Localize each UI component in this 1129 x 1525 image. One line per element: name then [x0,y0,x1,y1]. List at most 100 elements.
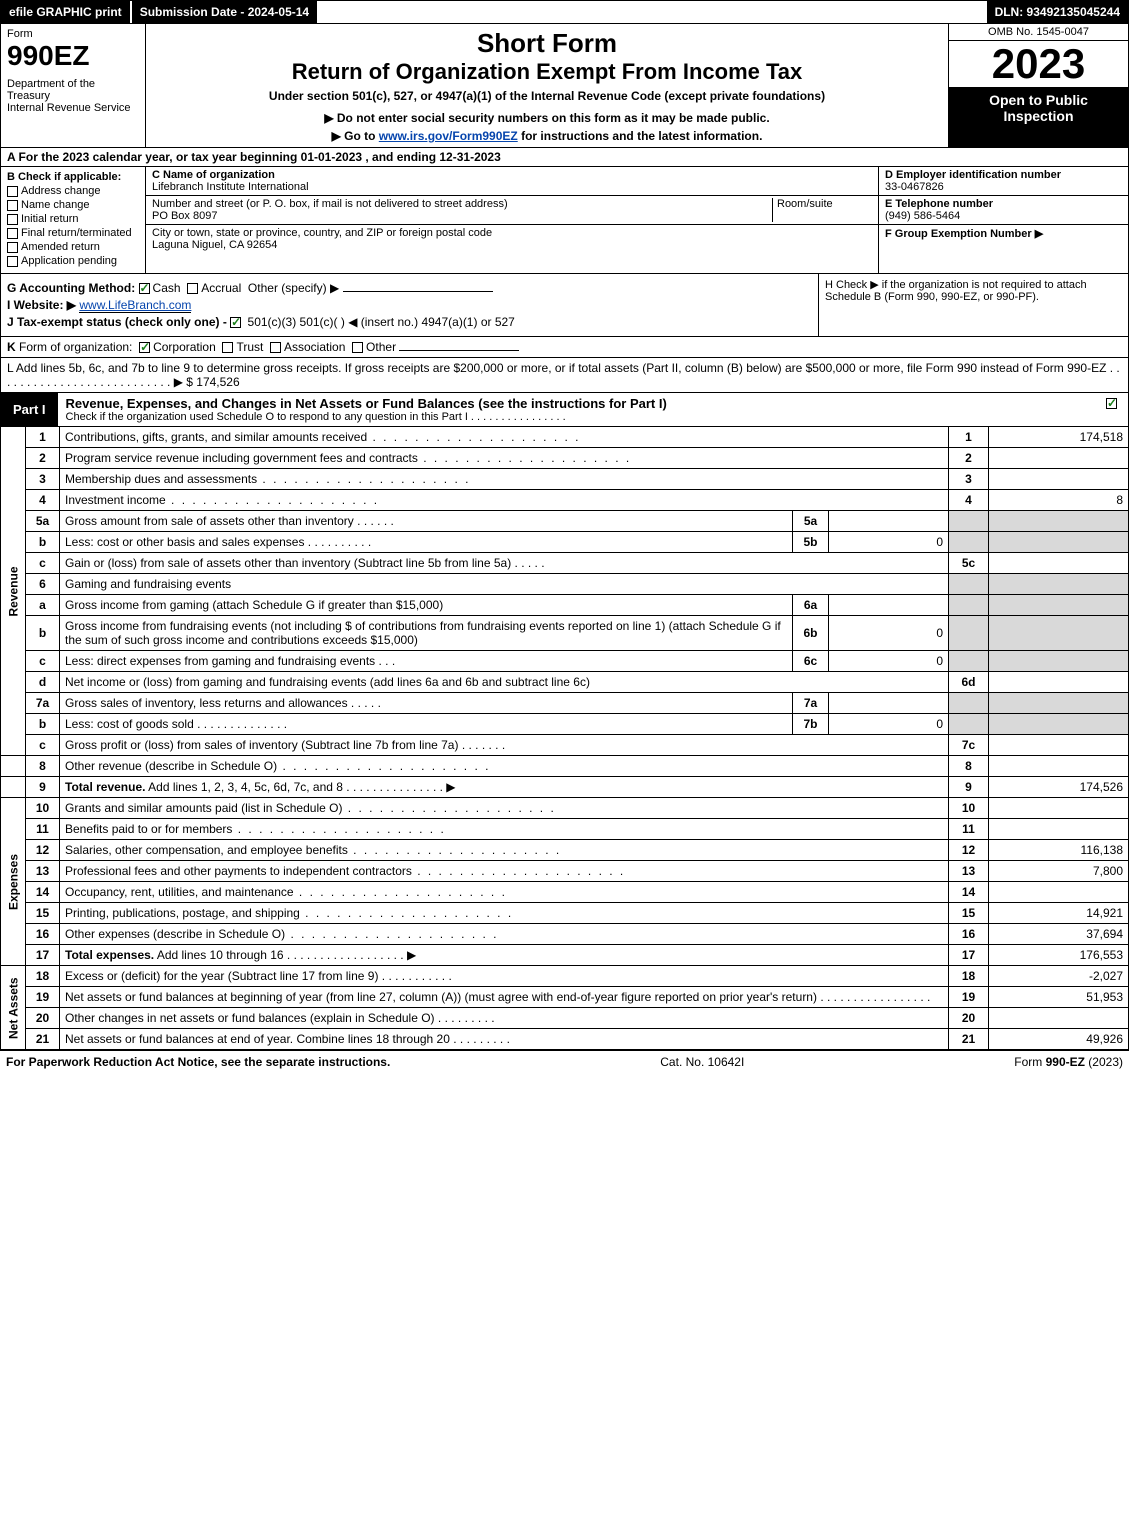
line-desc: Other revenue (describe in Schedule O) [65,759,277,773]
line-amount: 174,526 [989,777,1129,798]
line-desc: Gross amount from sale of assets other t… [65,514,354,528]
section-b: B Check if applicable: Address change Na… [1,167,146,273]
line-num: b [26,532,60,553]
ein-row: D Employer identification number 33-0467… [879,167,1128,196]
part-i-title-text: Revenue, Expenses, and Changes in Net As… [66,396,667,411]
chk-accrual[interactable] [187,283,198,294]
mini-ref: 7a [793,693,829,714]
irs-link[interactable]: www.irs.gov/Form990EZ [379,129,518,143]
h-text: H Check ▶ if the organization is not req… [825,279,1087,303]
title-cell: Short Form Return of Organization Exempt… [146,24,948,147]
line-num: 10 [26,798,60,819]
line-ref: 18 [949,966,989,987]
chk-address-change[interactable]: Address change [7,185,139,197]
i-label: I Website: ▶ [7,298,76,312]
chk-501c3[interactable] [230,317,241,328]
other-specify-input[interactable] [343,291,493,292]
line-num: c [26,553,60,574]
line-ref: 1 [949,427,989,448]
line-amount [989,756,1129,777]
line-amount [989,735,1129,756]
line-ref: 6d [949,672,989,693]
chk-name-change[interactable]: Name change [7,199,139,211]
chk-corporation[interactable] [139,342,150,353]
mini-ref: 6b [793,616,829,651]
website-link[interactable]: www.LifeBranch.com [79,298,191,313]
line-num: 14 [26,882,60,903]
line-desc: Printing, publications, postage, and shi… [65,906,300,920]
line-ref: 12 [949,840,989,861]
line-desc: Less: cost or other basis and sales expe… [65,535,304,549]
line-ref: 17 [949,945,989,966]
chk-cash[interactable] [139,283,150,294]
row-ghij: G Accounting Method: Cash Accrual Other … [0,274,1129,337]
line-num: 2 [26,448,60,469]
mini-ref: 7b [793,714,829,735]
line-num: 5a [26,511,60,532]
line-amount: 174,518 [989,427,1129,448]
line-desc: Gross profit or (loss) from sales of inv… [65,738,458,752]
line-num: 8 [26,756,60,777]
chk-other-org[interactable] [352,342,363,353]
j-options: 501(c)(3) 501(c)( ) ◀ (insert no.) 4947(… [248,315,515,329]
line-amount: 176,553 [989,945,1129,966]
link-post: for instructions and the latest informat… [518,129,763,143]
shaded-cell [989,651,1129,672]
arrow-icon: ▶ [407,948,416,962]
other-label: Other (specify) ▶ [248,281,339,295]
line-num: 1 [26,427,60,448]
part-i-sub: Check if the organization used Schedule … [66,411,1090,423]
line-ref: 4 [949,490,989,511]
mini-ref: 5a [793,511,829,532]
form-number: 990EZ [7,40,139,72]
line-ref: 15 [949,903,989,924]
org-name-row: C Name of organization Lifebranch Instit… [146,167,878,196]
page-footer: For Paperwork Reduction Act Notice, see … [0,1050,1129,1073]
line-amount [989,1008,1129,1029]
line-ref: 7c [949,735,989,756]
department: Department of the Treasury Internal Reve… [7,78,139,114]
chk-label: Initial return [21,213,78,225]
main-title: Return of Organization Exempt From Incom… [292,59,803,85]
shaded-cell [989,511,1129,532]
line-num: 11 [26,819,60,840]
section-b-title: B Check if applicable: [7,171,139,183]
submission-date: Submission Date - 2024-05-14 [130,1,319,23]
mini-val: 0 [829,532,949,553]
room-label: Room/suite [777,198,833,210]
revenue-side-cont [1,756,26,777]
org-name: Lifebranch Institute International [152,181,309,193]
ssn-note: ▶ Do not enter social security numbers o… [324,111,769,125]
line-desc: Other changes in net assets or fund bala… [65,1011,435,1025]
chk-trust[interactable] [222,342,233,353]
chk-amended-return[interactable]: Amended return [7,241,139,253]
irs-link-line: ▶ Go to www.irs.gov/Form990EZ for instru… [332,129,763,143]
other-org-input[interactable] [399,350,519,351]
efile-print[interactable]: efile GRAPHIC print [1,1,130,23]
part-i-table: Revenue 1 Contributions, gifts, grants, … [0,427,1129,1050]
chk-final-return[interactable]: Final return/terminated [7,227,139,239]
arrow-icon: ▶ [446,780,455,794]
line-num: 19 [26,987,60,1008]
part-i-checkbox[interactable] [1098,393,1128,426]
tel-label: E Telephone number [885,198,993,210]
g-label: G Accounting Method: [7,281,135,295]
line-desc: Investment income [65,493,166,507]
part-i-heading: Part I Revenue, Expenses, and Changes in… [0,393,1129,427]
tel-row: E Telephone number (949) 586-5464 [879,196,1128,225]
shaded-cell [949,693,989,714]
chk-initial-return[interactable]: Initial return [7,213,139,225]
line-desc: Occupancy, rent, utilities, and maintena… [65,885,294,899]
group-exemption-row: F Group Exemption Number ▶ [879,225,1128,273]
chk-application-pending[interactable]: Application pending [7,255,139,267]
name-label: C Name of organization [152,169,275,181]
shaded-cell [949,511,989,532]
line-amount [989,469,1129,490]
row-l: L Add lines 5b, 6c, and 7b to line 9 to … [0,358,1129,393]
chk-association[interactable] [270,342,281,353]
block-bcdef: B Check if applicable: Address change Na… [0,167,1129,274]
addr-label: Number and street (or P. O. box, if mail… [152,198,508,210]
line-num: 18 [26,966,60,987]
line-ref: 16 [949,924,989,945]
footer-form-ref: 990-EZ [1046,1055,1085,1069]
